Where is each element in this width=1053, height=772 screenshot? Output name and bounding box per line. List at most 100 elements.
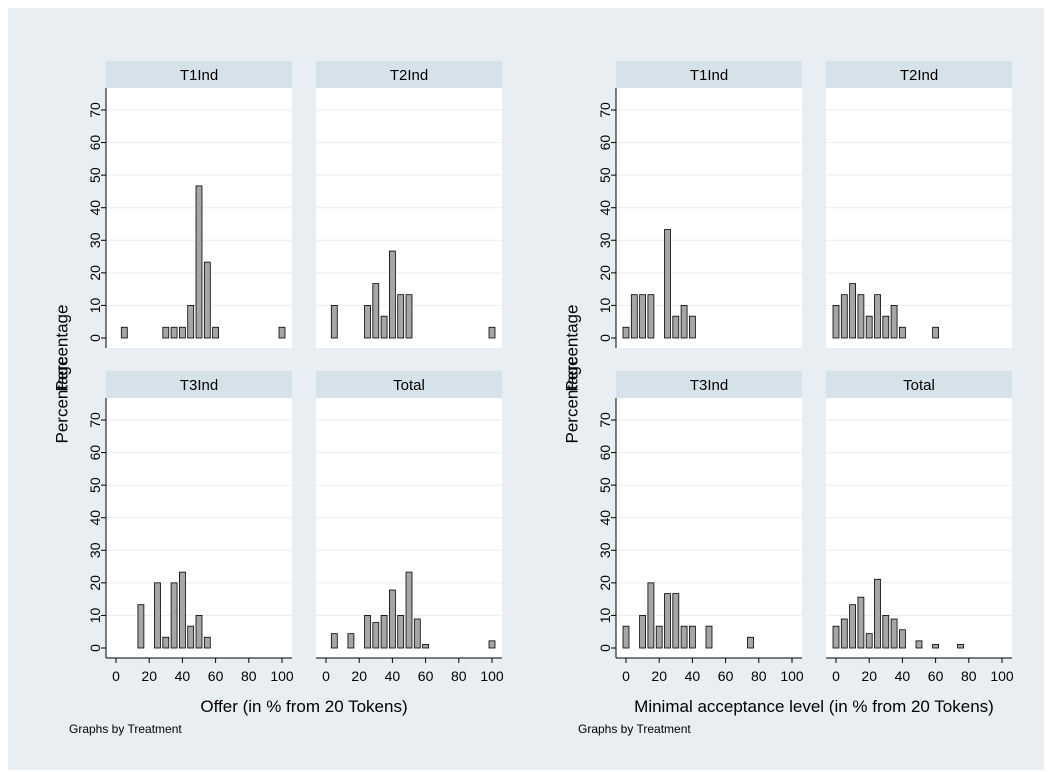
graphs-by-note: Graphs by Treatment [69,722,182,736]
histogram-bar [364,305,371,339]
y-axis-title: Percentage [563,357,582,444]
histogram-bar [364,615,371,649]
offer-histogram-chart: T1Ind 0 10 20 30 40 50 60 70 T2Ind T3Ind 0 10 20 30 40 5… [8,8,518,770]
x-tick-label: 80 [451,668,467,684]
histogram-bar [195,185,203,339]
histogram-bar [849,283,856,339]
histogram-bar [915,640,923,649]
histogram-bar [120,326,128,339]
y-tick-label: 70 [597,412,613,428]
histogram-bar [857,294,865,339]
histogram-bar [865,633,873,649]
histogram-bar [203,261,211,339]
histogram-bar [672,593,680,649]
histogram-bar [639,615,646,649]
histogram-bar [899,629,906,649]
histogram-bar [380,615,388,649]
x-tick-label: 60 [418,668,434,684]
histogram-bar [170,326,178,339]
x-tick-label: 80 [961,668,977,684]
panel-strip [616,61,802,88]
x-tick-label: 40 [385,668,401,684]
x-axis-title: Minimal acceptance level (in % from 20 T… [634,697,994,716]
panel-title: T1Ind [690,67,728,84]
histogram-bar [747,636,754,649]
histogram-bar [672,315,680,339]
y-tick-label: 10 [597,607,613,623]
histogram-bar [874,578,881,649]
histogram-bar [380,315,388,339]
x-tick-label: 0 [622,668,630,684]
y-tick-label: 20 [87,265,103,281]
y-tick-label: 40 [87,510,103,526]
panel-plot-area [616,398,802,658]
histogram-bar [882,315,890,339]
y-tick-label: 20 [597,265,613,281]
y-tick-label: 0 [87,334,103,342]
y-tick-label: 50 [87,477,103,493]
histogram-bar [397,615,405,649]
histogram-bar [137,604,145,649]
x-tick-label: 20 [351,668,367,684]
histogram-bar [890,305,898,339]
histogram-bar [212,326,219,339]
histogram-bar [347,633,355,649]
panel-title: T2Ind [390,67,428,84]
panel-strip [316,61,502,88]
y-tick-label: 30 [597,232,613,248]
y-tick-label: 10 [87,607,103,623]
histogram-bar [680,305,688,339]
panel-title: T3Ind [690,377,728,394]
histogram-bar [890,618,898,649]
histogram-bar [932,326,939,339]
y-tick-label: 30 [597,542,613,558]
histogram-bar [278,326,286,339]
histogram-bar [372,283,380,339]
histogram-bar [330,305,338,339]
y-tick-label: 40 [87,200,103,216]
x-axis-title: Offer (in % from 20 Tokens) [200,697,407,716]
y-tick-label: 50 [597,477,613,493]
x-tick-label: 0 [112,668,120,684]
histogram-bar [865,315,873,339]
histogram-bar [840,294,848,339]
histogram-bar [187,625,195,649]
histogram-bar [664,593,671,649]
histogram-bar [689,625,696,649]
panel-strip [316,371,502,398]
y-tick-label: 0 [597,644,613,652]
histogram-bar [622,625,630,649]
histogram-bar [832,625,840,649]
y-tick-label: 20 [87,575,103,591]
x-tick-label: 0 [832,668,840,684]
histogram-bar [705,625,713,649]
x-tick-label: 60 [208,668,224,684]
histogram-bar [655,625,663,649]
acceptance-histogram-chart: T1Ind 0 10 20 30 40 50 60 70 T2Ind T3Ind 0 10 20 30 40 5… [517,8,1044,770]
histogram-bar [630,294,638,339]
x-tick-label: 100 [780,668,804,684]
histogram-bar [957,644,964,649]
histogram-bar [397,294,405,339]
y-tick-label: 50 [597,167,613,183]
histogram-bar [680,625,688,649]
histogram-bar [647,582,655,649]
panel-title: T1Ind [180,67,218,84]
y-tick-label: 20 [597,575,613,591]
panel-plot-area [826,398,1012,658]
x-tick-label: 40 [685,668,701,684]
panel-title: T3Ind [180,377,218,394]
panel-title: Total [903,377,935,394]
histogram-bar [840,618,848,649]
y-tick-label: 60 [87,445,103,461]
y-tick-label: 40 [597,200,613,216]
x-tick-label: 20 [861,668,877,684]
histogram-bar [899,326,906,339]
histogram-bar [162,636,170,649]
histogram-bar [689,315,696,339]
panel-strip [616,371,802,398]
y-tick-label: 60 [597,135,613,151]
y-tick-label: 60 [87,135,103,151]
histogram-bar [622,326,630,339]
